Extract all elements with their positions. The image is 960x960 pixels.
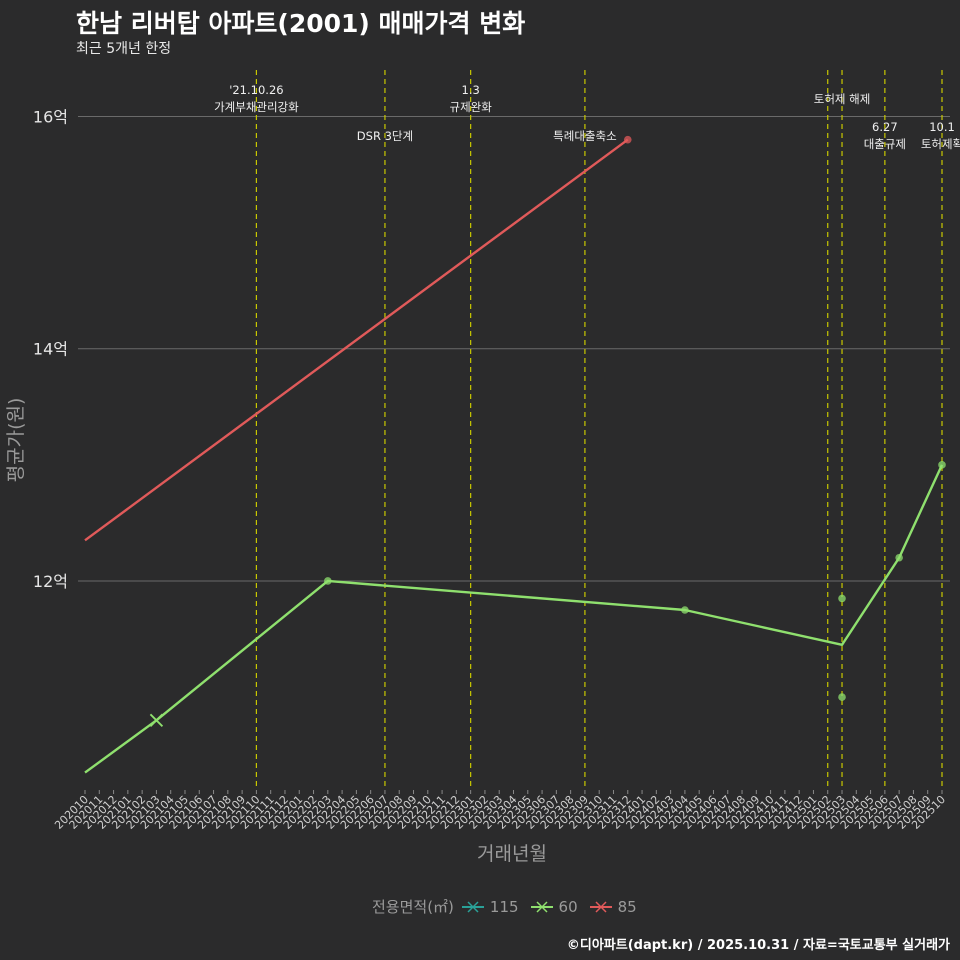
event-label-202510-1: 토허제확 xyxy=(921,137,960,151)
event-label-202510-0: 10.1 xyxy=(929,120,955,134)
legend-60-label: 60 xyxy=(558,897,578,916)
series-60-point-202510-6 xyxy=(938,461,946,469)
legend-115-label: 115 xyxy=(489,897,519,916)
series-60-point-202503-3 xyxy=(838,594,846,603)
event-label-202503-0: 토허제 해제 xyxy=(814,92,871,106)
legend-title: 전용면적(㎡) xyxy=(372,898,454,916)
x-axis-ticks: 2020102020112020122021012021022021032021… xyxy=(52,790,948,832)
legend-60-icon xyxy=(530,900,553,913)
event-label-202301-1: 규제완화 xyxy=(449,100,492,114)
y-tick-label-16: 16억 xyxy=(33,107,68,126)
data-points xyxy=(149,135,946,727)
series-line-60 xyxy=(84,464,944,774)
series-60-point-202503-4 xyxy=(838,693,846,701)
legend-85-label: 85 xyxy=(617,897,637,916)
y-tick-label-14: 14억 xyxy=(33,340,68,359)
y-axis-title: 평균가(원) xyxy=(5,398,27,483)
legend-item-115: 115 xyxy=(461,897,519,916)
series-lines xyxy=(84,138,944,774)
grid-lines xyxy=(78,115,950,582)
y-tick-label-12: 12억 xyxy=(33,572,68,591)
legend-85-icon xyxy=(589,900,612,913)
series-line-85 xyxy=(84,138,629,542)
legend-115-icon xyxy=(461,900,484,913)
event-label-202309-0: 특례대출축소 xyxy=(553,129,616,143)
series-60-point-202103-0 xyxy=(149,713,164,727)
series-85-point-202312-0 xyxy=(623,135,632,144)
chart-subtitle: 최근 5개년 한정 xyxy=(76,41,172,57)
source-caption: ©디아파트(dapt.kr) / 2025.10.31 / 자료=국토교통부 실… xyxy=(566,938,950,953)
event-label-202506-0: 6.27 xyxy=(872,120,898,134)
legend-item-85: 85 xyxy=(589,897,637,916)
legend: 전용면적(㎡) 115 60 85 xyxy=(372,896,649,917)
legend-item-60: 60 xyxy=(530,897,578,916)
x-axis-title: 거래년월 xyxy=(477,843,547,865)
series-60-point-202404-2 xyxy=(681,606,689,614)
event-label-202207-0: DSR 3단계 xyxy=(357,129,413,143)
series-60-point-202507-5 xyxy=(895,553,903,562)
chart-title: 한남 리버탑 아파트(2001) 매매가격 변화 xyxy=(76,9,526,38)
y-axis-ticks: 12억 14억 16억 xyxy=(33,107,68,591)
event-label-202301-0: 1.3 xyxy=(462,83,480,97)
event-label-202110-1: 가계부채관리강화 xyxy=(214,100,299,114)
point-cross-b xyxy=(149,713,164,727)
event-label-202506-1: 대출규제 xyxy=(864,137,906,151)
series-60-point-202203-1 xyxy=(324,577,332,585)
event-label-202110-0: '21.10.26 xyxy=(229,83,283,97)
